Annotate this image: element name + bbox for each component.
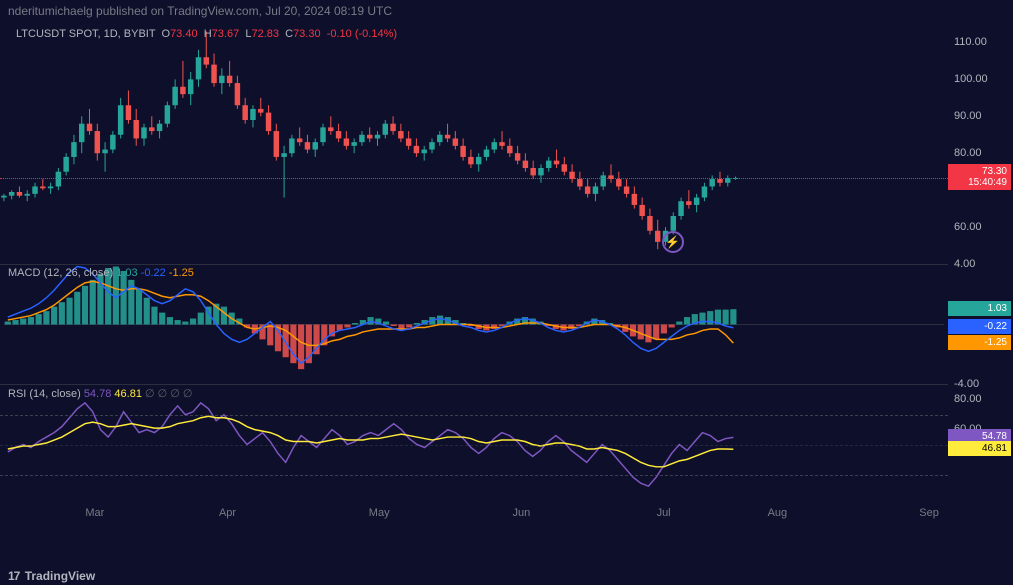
ohlc-close: 73.30 [293, 28, 321, 40]
rsi-pane[interactable]: RSI (14, close) 54.78 46.81 ∅ ∅ ∅ ∅ [0, 384, 948, 504]
ohlc-open: 73.40 [170, 28, 198, 40]
rsi-tick: 80.00 [954, 393, 982, 405]
rsi-lower-band [0, 475, 948, 476]
symbol-label: LTCUSDT SPOT, 1D, BYBIT [16, 28, 155, 40]
macd-legend: MACD (12, 26, close) 1.03 -0.22 -1.25 [8, 267, 194, 279]
candlestick-chart [0, 24, 948, 264]
macd-pane[interactable]: MACD (12, 26, close) 1.03 -0.22 -1.25 [0, 264, 948, 384]
price-badge: 73.3015:40:49 [948, 164, 1011, 190]
x-axis-label: Aug [768, 507, 788, 519]
ohlc-change-pct: (-0.14%) [355, 28, 397, 40]
rsi-y-axis: 80.0060.0054.7846.81 [948, 384, 1013, 504]
price-tick: 100.00 [954, 73, 988, 85]
price-y-axis: 110.00 100.00 90.00 80.00 60.00 73.3015:40:49 [948, 24, 1013, 264]
price-pane[interactable]: LTCUSDT SPOT, 1D, BYBIT O73.40 H73.67 L7… [0, 24, 948, 264]
tradingview-watermark: 17 TradingView [8, 569, 95, 583]
chart-panes: LTCUSDT SPOT, 1D, BYBIT O73.40 H73.67 L7… [0, 24, 1013, 545]
price-tick: 110.00 [954, 36, 987, 48]
x-axis-label: Jul [657, 507, 671, 519]
price-tick: 80.00 [954, 147, 982, 159]
tradingview-label: TradingView [25, 569, 95, 583]
rsi-legend: RSI (14, close) 54.78 46.81 ∅ ∅ ∅ ∅ [8, 387, 193, 400]
macd-tick: 4.00 [954, 258, 975, 270]
x-axis-label: Mar [85, 507, 104, 519]
ohlc-change: -0.10 [327, 28, 352, 40]
rsi-mid-band [0, 445, 948, 446]
flash-icon[interactable]: ⚡ [662, 231, 684, 253]
rsi-badge: 46.81 [948, 441, 1011, 456]
ohlc-high: 73.67 [212, 28, 240, 40]
macd-y-axis: 4.00-4.001.03-0.22-1.25 [948, 264, 1013, 384]
current-price-line [0, 178, 948, 179]
macd-chart [0, 265, 948, 384]
time-x-axis: Mar Apr May Jun Jul Aug Sep [0, 507, 948, 527]
x-axis-label: Apr [219, 507, 236, 519]
macd-badge: -1.25 [948, 335, 1011, 350]
attribution-text: nderitumichaelg published on TradingView… [8, 4, 392, 18]
x-axis-label: May [369, 507, 390, 519]
attribution-header: nderitumichaelg published on TradingView… [0, 0, 1013, 24]
macd-badge: -0.22 [948, 319, 1011, 334]
x-axis-label: Jun [513, 507, 531, 519]
ohlc-legend: LTCUSDT SPOT, 1D, BYBIT O73.40 H73.67 L7… [8, 26, 405, 42]
price-tick: 60.00 [954, 221, 982, 233]
price-tick: 90.00 [954, 110, 982, 122]
tradingview-logo-icon: 17 [8, 569, 19, 583]
rsi-upper-band [0, 415, 948, 416]
ohlc-low: 72.83 [251, 28, 279, 40]
x-axis-label: Sep [919, 507, 939, 519]
macd-badge: 1.03 [948, 301, 1011, 316]
